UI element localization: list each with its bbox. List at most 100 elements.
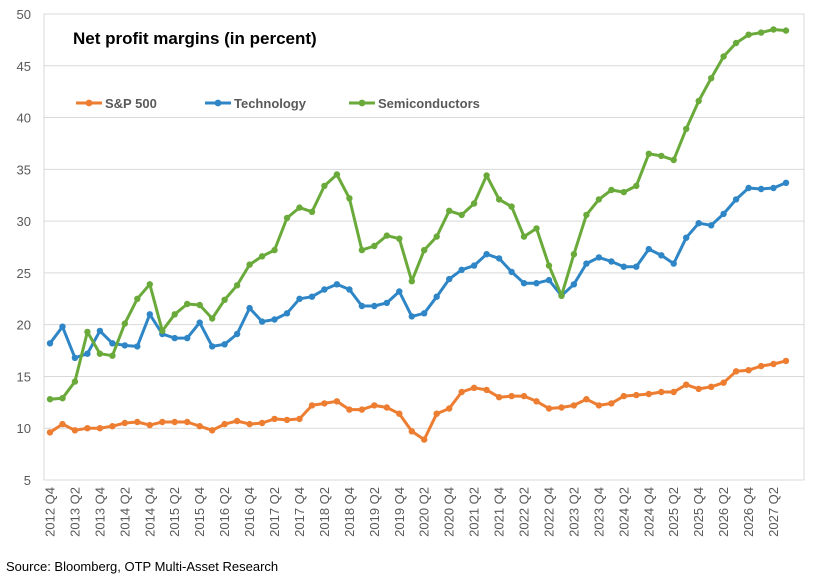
data-point-semiconductors <box>645 150 652 157</box>
data-point-technology <box>184 334 191 342</box>
legend-marker <box>358 99 366 107</box>
data-point-technology <box>433 293 440 300</box>
chart-title: Net profit margins (in percent) <box>73 29 317 48</box>
x-tick-label: 2016 Q2 <box>217 487 232 537</box>
data-point-technology <box>583 260 590 267</box>
data-point-semiconductors <box>233 282 241 289</box>
data-point-technology <box>358 302 366 310</box>
x-tick-label: 2017 Q4 <box>292 487 307 537</box>
data-point-s-p-500 <box>121 419 128 427</box>
data-point-semiconductors <box>96 350 104 357</box>
data-point-s-p-500 <box>645 390 652 398</box>
x-tick-label: 2013 Q2 <box>67 487 82 537</box>
data-point-s-p-500 <box>209 427 216 434</box>
data-point-semiconductors <box>246 261 253 268</box>
data-point-technology <box>645 245 652 253</box>
data-point-technology <box>146 311 153 318</box>
data-point-technology <box>757 185 765 193</box>
x-tick-label: 2020 Q4 <box>442 487 457 537</box>
x-tick-label: 2013 Q4 <box>92 487 107 537</box>
data-point-technology <box>770 184 777 192</box>
data-point-technology <box>633 263 640 270</box>
x-axis: 2012 Q4 2013 Q2 2013 Q4 2014 Q2 2014 Q4 2015 … <box>43 487 782 537</box>
data-point-technology <box>720 210 727 218</box>
source-note: Source: Bloomberg, OTP Multi-Asset Resea… <box>6 559 279 574</box>
data-point-s-p-500 <box>595 402 603 409</box>
data-point-technology <box>695 220 702 227</box>
data-point-technology <box>109 340 116 347</box>
legend-item-s-p-500: S&P 500 <box>76 96 157 111</box>
x-tick-label: 2020 Q2 <box>417 487 432 537</box>
data-point-semiconductors <box>84 328 91 336</box>
data-point-s-p-500 <box>583 396 590 403</box>
data-point-s-p-500 <box>109 423 116 430</box>
data-point-semiconductors <box>558 292 565 299</box>
data-point-s-p-500 <box>59 420 66 428</box>
x-tick-label: 2019 Q2 <box>367 487 382 537</box>
data-point-s-p-500 <box>84 425 91 432</box>
data-point-s-p-500 <box>308 402 316 409</box>
data-point-semiconductors <box>333 171 341 178</box>
data-point-semiconductors <box>695 97 702 105</box>
data-point-s-p-500 <box>71 427 79 434</box>
data-point-semiconductors <box>633 182 640 190</box>
data-point-technology <box>508 268 515 276</box>
data-point-s-p-500 <box>683 381 690 388</box>
legend-item-technology: Technology <box>205 96 307 111</box>
y-tick-label: 50 <box>17 7 31 22</box>
data-point-semiconductors <box>483 172 490 179</box>
data-point-semiconductors <box>209 315 216 322</box>
data-point-technology <box>396 288 403 295</box>
y-tick-label: 25 <box>17 266 31 281</box>
data-point-semiconductors <box>458 211 465 219</box>
data-point-s-p-500 <box>608 400 615 407</box>
data-point-semiconductors <box>732 39 740 47</box>
y-tick-label: 35 <box>17 162 31 177</box>
data-point-semiconductors <box>720 53 727 60</box>
data-point-s-p-500 <box>658 388 665 396</box>
legend-label: Technology <box>234 96 307 111</box>
data-point-technology <box>283 310 291 317</box>
data-point-technology <box>121 342 128 349</box>
x-tick-label: 2027 Q2 <box>766 487 781 537</box>
y-tick-label: 5 <box>24 473 31 488</box>
data-point-semiconductors <box>508 203 515 210</box>
data-point-semiconductors <box>683 125 690 133</box>
data-point-s-p-500 <box>533 398 540 405</box>
data-point-s-p-500 <box>221 420 228 428</box>
data-point-technology <box>658 252 665 259</box>
data-point-s-p-500 <box>184 418 191 426</box>
data-point-s-p-500 <box>558 404 565 411</box>
data-point-s-p-500 <box>757 362 765 370</box>
data-point-s-p-500 <box>520 392 528 400</box>
data-point-semiconductors <box>620 188 627 196</box>
data-point-technology <box>171 334 178 342</box>
data-point-semiconductors <box>371 242 378 250</box>
data-point-s-p-500 <box>545 405 553 412</box>
data-point-technology <box>745 184 752 192</box>
data-point-semiconductors <box>433 233 440 240</box>
data-point-semiconductors <box>59 395 66 402</box>
data-point-technology <box>258 318 266 325</box>
data-point-technology <box>608 258 615 265</box>
legend: S&P 500 Technology Semiconductors <box>76 96 480 111</box>
data-point-s-p-500 <box>508 392 515 400</box>
data-point-s-p-500 <box>134 418 141 426</box>
data-point-technology <box>383 299 390 307</box>
data-point-s-p-500 <box>745 367 752 374</box>
data-point-technology <box>708 222 715 229</box>
data-point-technology <box>545 276 553 284</box>
data-point-technology <box>96 327 104 335</box>
x-tick-label: 2018 Q2 <box>317 487 332 537</box>
x-tick-label: 2021 Q4 <box>492 487 507 537</box>
data-point-technology <box>271 316 278 323</box>
data-point-s-p-500 <box>732 368 740 375</box>
data-point-s-p-500 <box>720 379 727 386</box>
data-point-semiconductors <box>383 232 390 239</box>
x-tick-label: 2021 Q2 <box>467 487 482 537</box>
data-point-semiconductors <box>408 278 415 285</box>
y-tick-label: 40 <box>17 111 31 126</box>
y-tick-label: 30 <box>17 214 31 229</box>
data-point-technology <box>296 295 303 302</box>
